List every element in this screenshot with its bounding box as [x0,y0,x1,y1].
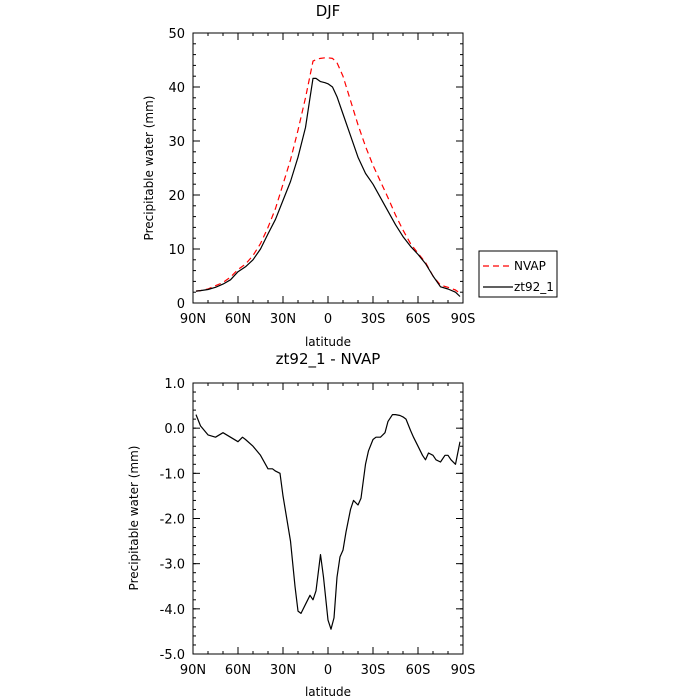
bottom-chart-ylabel: Precipitable water (mm) [127,446,141,591]
x-tick-label: 90N [180,312,206,327]
top-chart-ticks: 90N 60N 30N 0 30S 60S 90S 0 10 20 30 40 50 [168,27,475,327]
y-tick-label: 1.0 [164,377,185,392]
bottom-chart-frame [192,382,464,655]
x-tick-label: 60S [406,663,431,678]
y-tick-label: 10 [168,243,185,258]
top-chart-ylabel: Precipitable water (mm) [142,96,156,241]
y-tick-label: -2.0 [160,513,185,528]
bottom-chart-difference: zt92_1 - NVAP 90N 60N 30N 0 30S 60S 90S 1.0 0.0 -… [127,350,475,699]
x-tick-label: 60N [225,312,251,327]
x-tick-label: 30N [270,663,296,678]
top-series-line-zt92-1 [195,77,461,297]
x-tick-label: 30S [361,663,386,678]
y-tick-label: -5.0 [160,648,185,663]
x-tick-label: 0 [324,663,332,678]
x-tick-label: 90S [451,312,476,327]
y-tick-label: 40 [168,81,185,96]
bottom-series-line-difference [195,414,461,630]
top-chart-title: DJF [316,2,341,20]
bottom-chart-xlabel: latitude [305,685,351,699]
top-chart-frame [192,32,464,304]
top-chart-xlabel: latitude [305,335,351,349]
legend-box [478,250,558,298]
top-series-line-nvap [195,57,461,294]
y-tick-label: 0.0 [164,422,185,437]
y-tick-label: 30 [168,135,185,150]
bottom-chart-series [195,414,461,630]
y-tick-label: 50 [168,27,185,42]
bottom-chart-ticks: 90N 60N 30N 0 30S 60S 90S 1.0 0.0 -1.0 -2.0 -3.0 -4.… [160,377,476,678]
legend-label-nvap: NVAP [514,259,546,273]
y-tick-label: -3.0 [160,558,185,573]
y-tick-label: 20 [168,189,185,204]
x-tick-label: 30S [361,312,386,327]
x-tick-label: 60N [225,663,251,678]
x-tick-label: 0 [324,312,332,327]
top-chart-legend: NVAP zt92_1 [478,250,558,298]
legend-label-zt92: zt92_1 [514,280,554,294]
x-tick-label: 60S [406,312,431,327]
y-tick-label: -4.0 [160,603,185,618]
top-chart-djf: DJF 90N 60N 30N 0 30S 60S 90S 0 10 20 30 40 50 latit… [142,2,475,349]
top-chart-series [195,57,461,297]
x-tick-label: 90S [451,663,476,678]
y-tick-label: -1.0 [160,467,185,482]
y-tick-label: 0 [177,297,185,312]
x-tick-label: 30N [270,312,296,327]
x-tick-label: 90N [180,663,206,678]
bottom-chart-title: zt92_1 - NVAP [276,350,381,369]
